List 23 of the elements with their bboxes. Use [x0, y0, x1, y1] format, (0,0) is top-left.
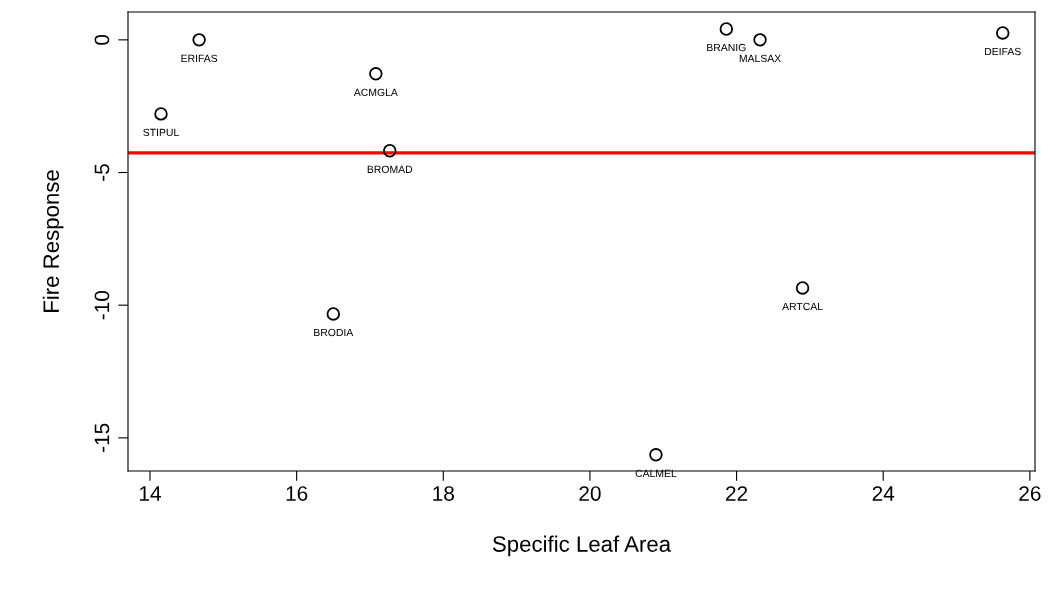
annotation: ACMGLA — [353, 88, 398, 97]
y-tick-label: -5 — [94, 164, 110, 181]
y-tick-label: -15 — [94, 423, 110, 452]
annotation: BROMAD — [367, 165, 413, 173]
annotation: CALMEL — [635, 469, 677, 478]
x-tick-label: 24 — [872, 486, 895, 501]
x-tick-label: 26 — [1019, 486, 1041, 501]
x-tick-label: 22 — [726, 486, 748, 501]
annotation: ERIFAS — [181, 54, 218, 63]
annotation: MALSAX — [739, 54, 781, 63]
annotation: BRANIG — [707, 43, 746, 52]
annotation: BRODIA — [314, 328, 354, 337]
y-tick-label: -10 — [94, 290, 110, 320]
x-tick-label: 20 — [579, 486, 601, 501]
x-tick-label: 16 — [286, 486, 308, 501]
annotation: DEIFAS — [985, 47, 1021, 56]
x-tick-label: 18 — [433, 486, 454, 501]
y-tick-label: 0 — [94, 34, 110, 45]
x-tick-label: 14 — [140, 486, 161, 501]
annotation: ARTCAL — [782, 302, 823, 311]
y-axis-title: Fire Response — [42, 170, 64, 312]
annotation: STIPUL — [143, 128, 179, 137]
x-axis-title: Specific Leaf Area — [492, 535, 672, 557]
